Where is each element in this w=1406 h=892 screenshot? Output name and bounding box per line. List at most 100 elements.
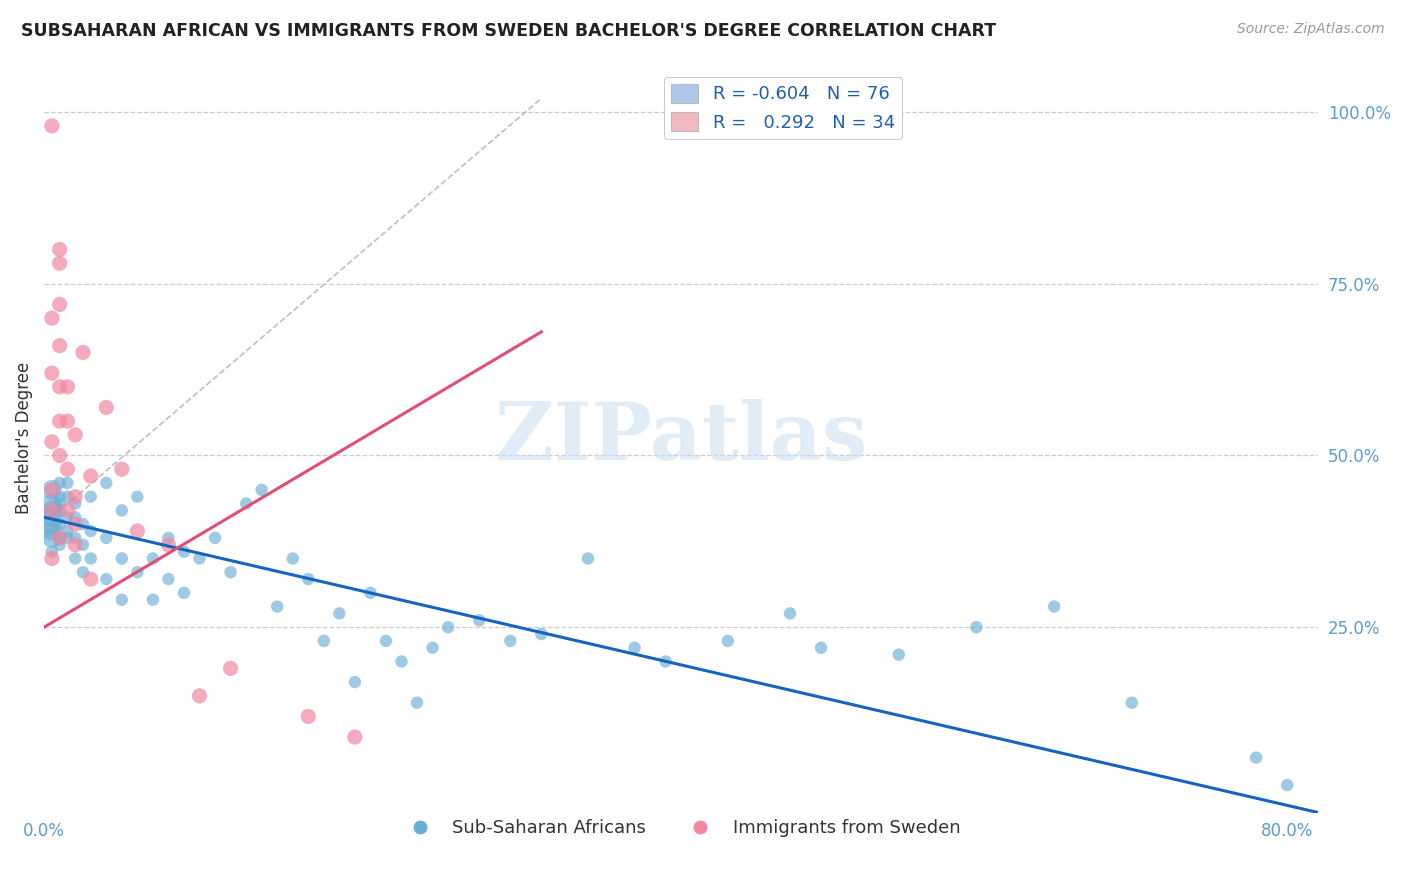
Point — [63, 490, 86, 504]
Point — [56, 524, 79, 538]
Point — [63, 510, 86, 524]
Point — [41, 531, 63, 545]
Point — [56, 510, 79, 524]
Point — [80, 551, 103, 566]
Point — [56, 490, 79, 504]
Point — [406, 696, 429, 710]
Point — [328, 607, 350, 621]
Point — [56, 380, 79, 394]
Point — [1244, 750, 1267, 764]
Point — [41, 544, 63, 558]
Point — [48, 449, 70, 463]
Point — [111, 462, 134, 476]
Point — [391, 655, 413, 669]
Point — [41, 434, 63, 449]
Point — [188, 689, 211, 703]
Point — [576, 551, 599, 566]
Point — [127, 490, 149, 504]
Point — [48, 380, 70, 394]
Point — [111, 503, 134, 517]
Point — [1121, 696, 1143, 710]
Point — [312, 633, 335, 648]
Point — [111, 551, 134, 566]
Point — [41, 366, 63, 380]
Point — [779, 607, 801, 621]
Point — [56, 475, 79, 490]
Point — [63, 531, 86, 545]
Point — [80, 469, 103, 483]
Point — [56, 462, 79, 476]
Text: ZIPatlas: ZIPatlas — [495, 400, 868, 477]
Point — [63, 497, 86, 511]
Point — [157, 538, 180, 552]
Point — [72, 538, 94, 552]
Point — [266, 599, 288, 614]
Point — [127, 524, 149, 538]
Point — [204, 531, 226, 545]
Point — [623, 640, 645, 655]
Point — [56, 503, 79, 517]
Point — [48, 497, 70, 511]
Point — [48, 503, 70, 517]
Point — [63, 517, 86, 532]
Point — [56, 531, 79, 545]
Point — [422, 640, 444, 655]
Point — [965, 620, 987, 634]
Point — [48, 517, 70, 532]
Text: Source: ZipAtlas.com: Source: ZipAtlas.com — [1237, 22, 1385, 37]
Point — [375, 633, 398, 648]
Point — [63, 538, 86, 552]
Point — [96, 475, 118, 490]
Point — [48, 531, 70, 545]
Point — [173, 586, 195, 600]
Point — [48, 531, 70, 545]
Point — [41, 517, 63, 532]
Legend: Sub-Saharan Africans, Immigrants from Sweden: Sub-Saharan Africans, Immigrants from Sw… — [395, 813, 967, 845]
Point — [41, 483, 63, 497]
Point — [1043, 599, 1066, 614]
Point — [499, 633, 522, 648]
Point — [142, 551, 165, 566]
Point — [41, 551, 63, 566]
Point — [343, 730, 366, 744]
Text: SUBSAHARAN AFRICAN VS IMMIGRANTS FROM SWEDEN BACHELOR'S DEGREE CORRELATION CHART: SUBSAHARAN AFRICAN VS IMMIGRANTS FROM SW… — [21, 22, 997, 40]
Point — [41, 503, 63, 517]
Point — [41, 311, 63, 326]
Point — [80, 524, 103, 538]
Point — [41, 119, 63, 133]
Point — [72, 566, 94, 580]
Point — [72, 517, 94, 532]
Point — [654, 655, 676, 669]
Point — [48, 538, 70, 552]
Point — [63, 551, 86, 566]
Point — [48, 256, 70, 270]
Point — [250, 483, 273, 497]
Point — [80, 572, 103, 586]
Point — [437, 620, 460, 634]
Point — [1277, 778, 1299, 792]
Point — [188, 551, 211, 566]
Point — [41, 510, 63, 524]
Point — [359, 586, 381, 600]
Point — [173, 544, 195, 558]
Point — [41, 503, 63, 517]
Y-axis label: Bachelor's Degree: Bachelor's Degree — [15, 362, 32, 515]
Point — [48, 475, 70, 490]
Point — [96, 531, 118, 545]
Point — [96, 572, 118, 586]
Point — [219, 566, 242, 580]
Point — [48, 490, 70, 504]
Point — [48, 338, 70, 352]
Point — [297, 572, 319, 586]
Point — [48, 414, 70, 428]
Point — [96, 401, 118, 415]
Point — [48, 243, 70, 257]
Point — [717, 633, 740, 648]
Point — [48, 297, 70, 311]
Point — [41, 483, 63, 497]
Point — [142, 592, 165, 607]
Point — [297, 709, 319, 723]
Point — [56, 414, 79, 428]
Point — [80, 490, 103, 504]
Point — [281, 551, 304, 566]
